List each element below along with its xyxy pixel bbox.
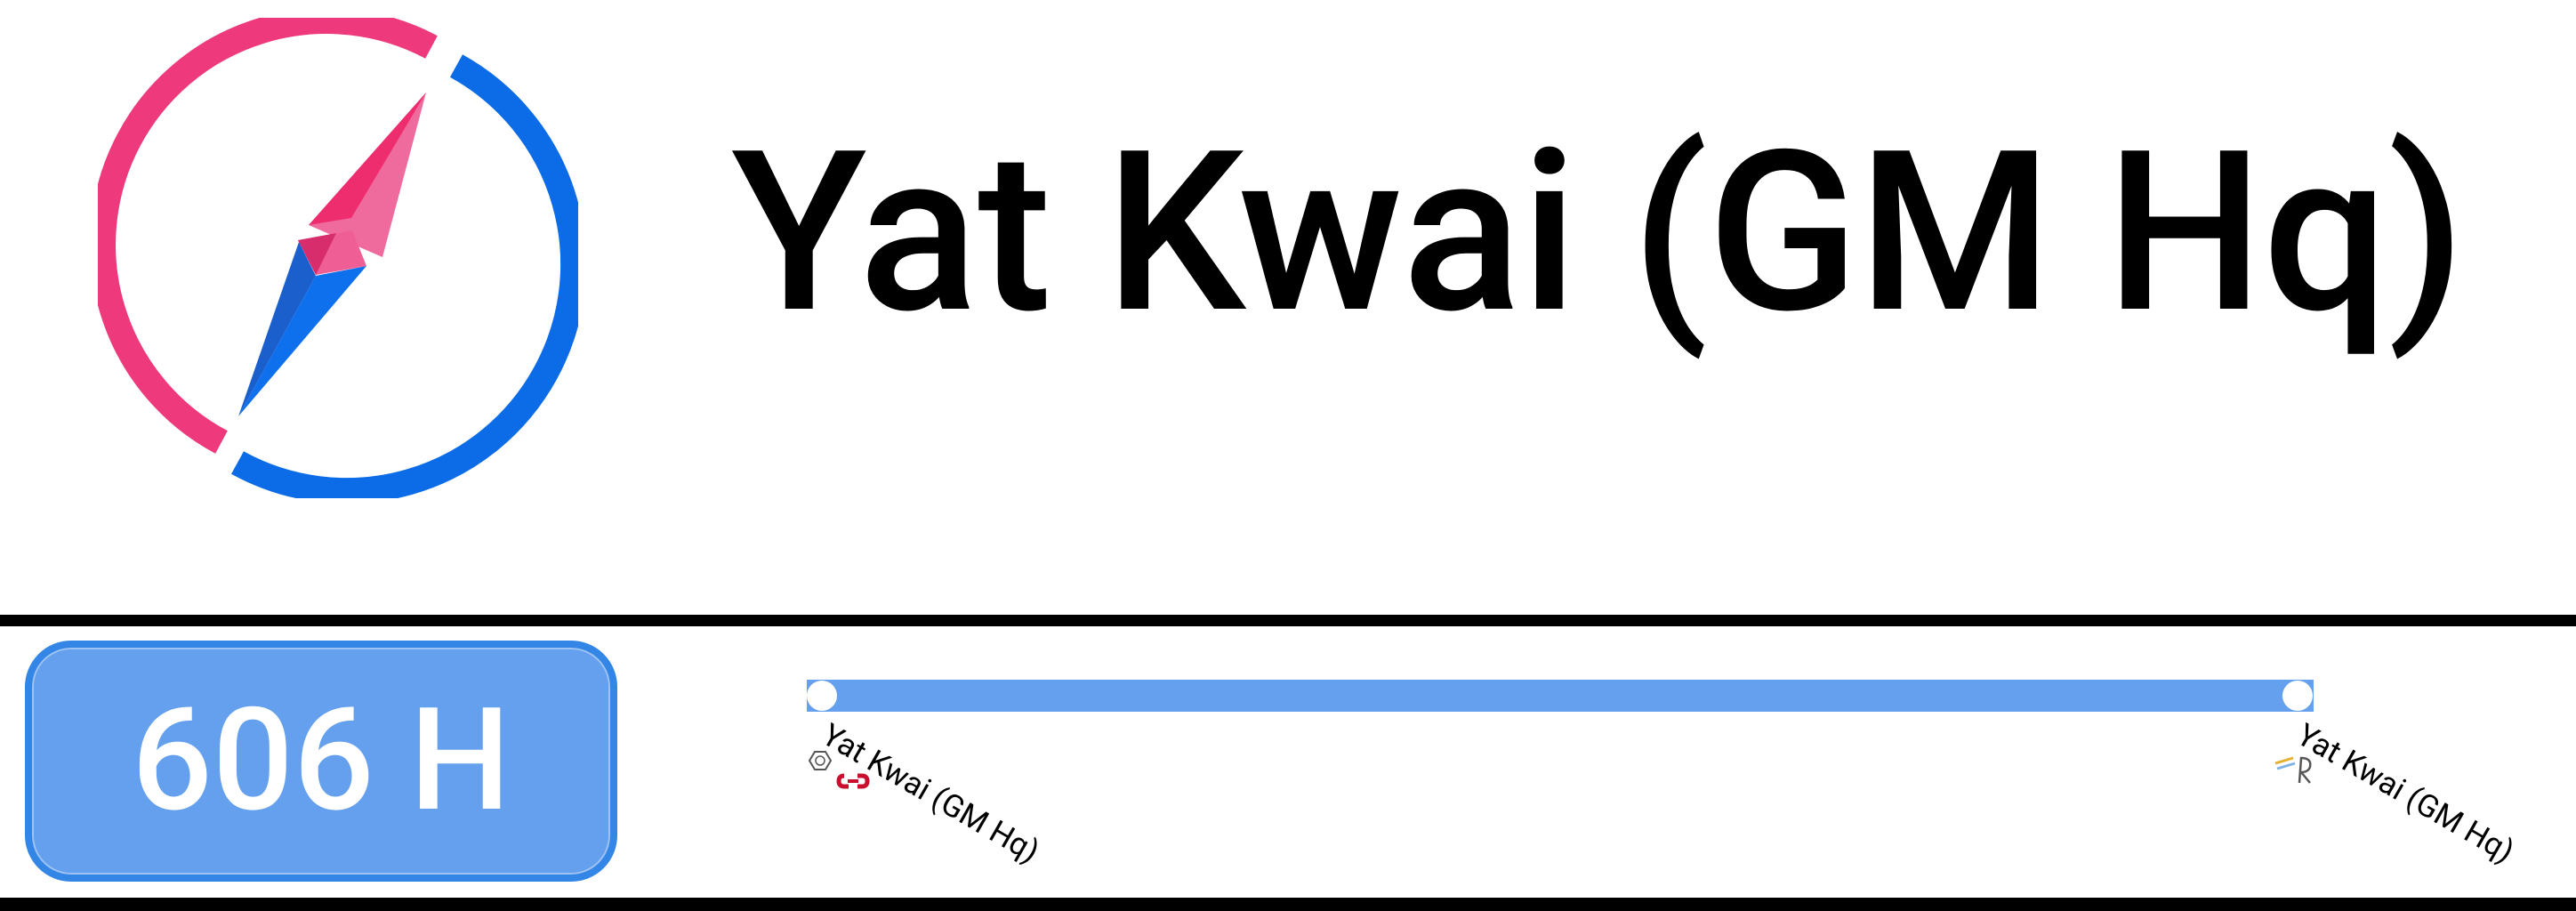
red-link-icon bbox=[836, 773, 870, 789]
rail-operator-icon bbox=[2274, 756, 2312, 784]
route-badge-label: 606 H bbox=[131, 677, 511, 844]
route-line bbox=[807, 680, 2314, 712]
hexagon-operator-icon bbox=[808, 751, 833, 770]
stop-marker-start bbox=[807, 681, 837, 711]
divider-bottom bbox=[0, 898, 2576, 911]
divider-top bbox=[0, 615, 2576, 626]
stop-marker-end bbox=[2282, 681, 2313, 711]
compass-logo-icon bbox=[98, 18, 578, 498]
stop-title: Yat Kwai (GM Hq) bbox=[731, 103, 2466, 364]
route-badge: 606 H bbox=[25, 641, 617, 882]
